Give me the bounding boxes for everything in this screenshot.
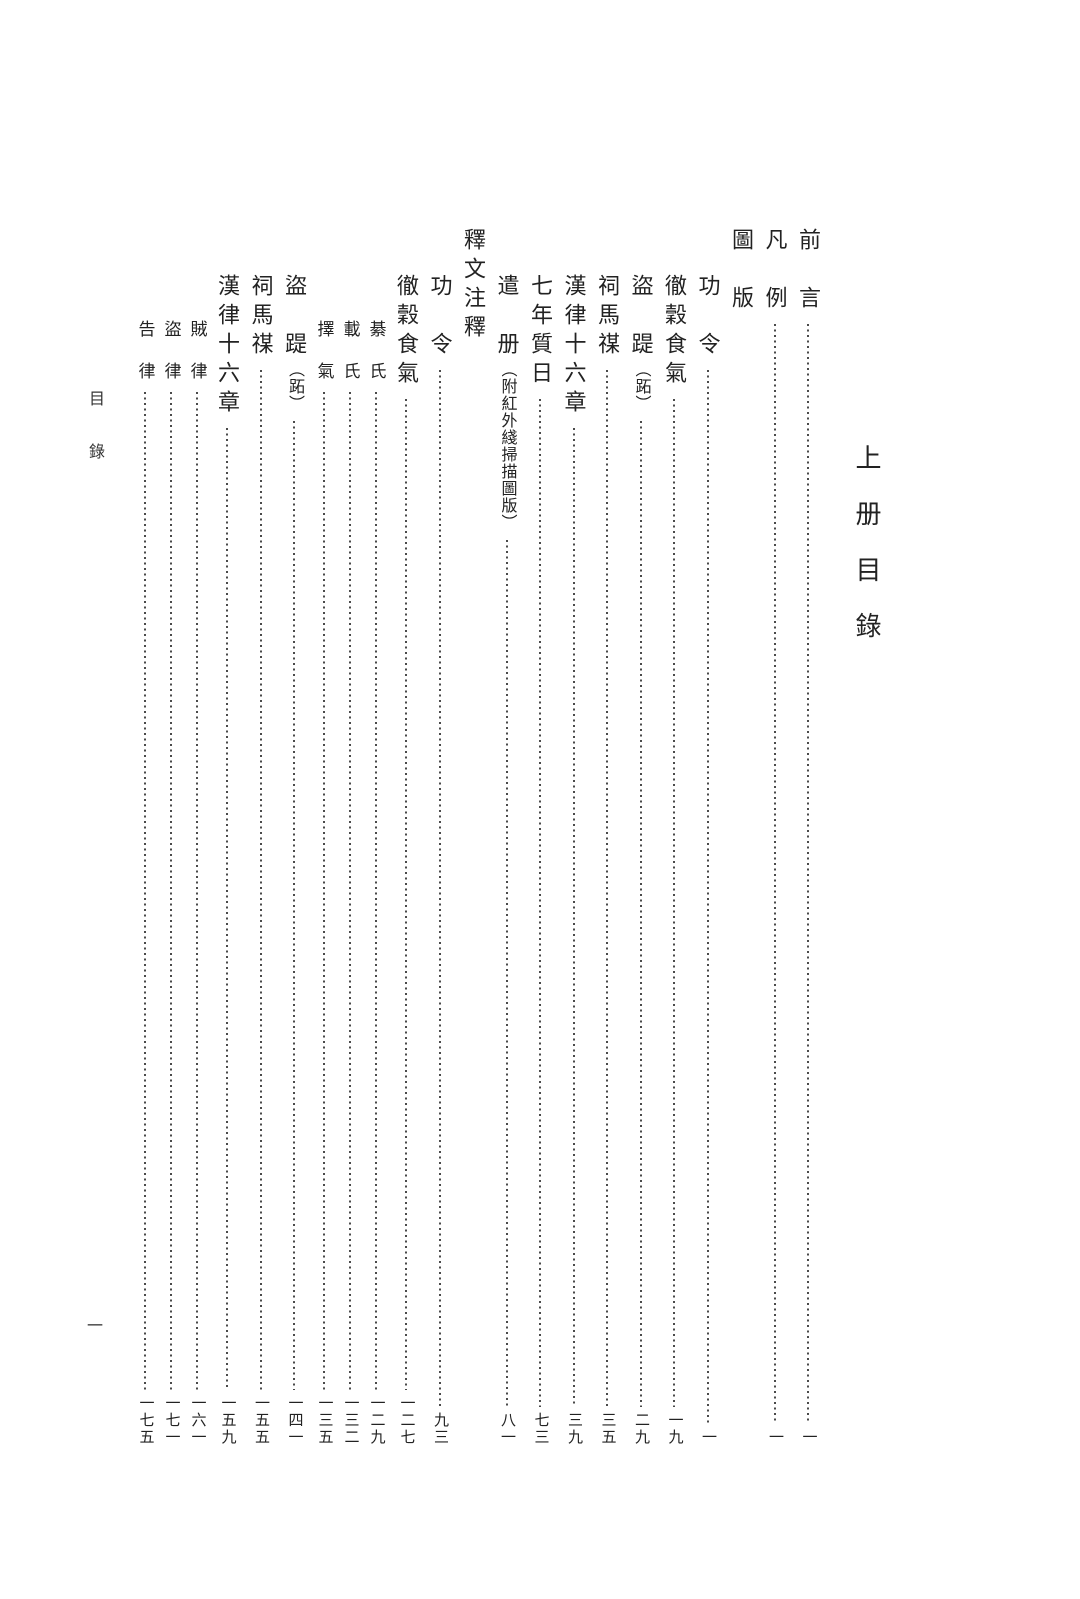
folio-page-number: 一 — [87, 1318, 104, 1335]
toc-entry: 擇 氣一三五 — [308, 320, 340, 1446]
dotted-leader — [706, 370, 709, 1424]
toc-entry: 前 言一 — [792, 228, 824, 1446]
toc-entry: 凡 例一 — [759, 228, 791, 1446]
toc-entry-title: 擇 氣 — [314, 320, 334, 383]
toc-entry-annotation: （附紅外綫掃描圖版） — [498, 361, 516, 531]
dotted-leader — [539, 399, 541, 1407]
volume-title: 上 册 目 錄 — [852, 444, 881, 640]
dotted-leader — [323, 392, 325, 1390]
toc-entry-page: 一 — [800, 1429, 817, 1446]
toc-entry-page: 一 — [700, 1429, 716, 1446]
toc-entry-page: 一 — [767, 1429, 783, 1446]
dotted-leader — [639, 421, 642, 1407]
toc-entry-title: 告 律 — [135, 320, 155, 383]
dotted-leader — [196, 392, 198, 1390]
toc-entry-page: 一七一 — [163, 1395, 180, 1446]
toc-entry-title: 徹穀食氣 — [394, 274, 419, 390]
dotted-leader — [505, 540, 508, 1407]
dotted-leader — [375, 392, 377, 1390]
toc-entry-page: 一七五 — [137, 1395, 154, 1446]
toc-entry-title: 功 令 — [695, 274, 721, 361]
toc-entry: 功 令一 — [692, 274, 724, 1446]
toc-entry-title: 遣 册（附紅外綫掃描圖版） — [494, 274, 520, 531]
toc-entry: 載 氏一三二 — [334, 320, 366, 1446]
dotted-leader — [807, 324, 809, 1424]
dotted-leader — [438, 370, 441, 1407]
toc-entry-page: 三九 — [566, 1412, 582, 1446]
toc-entry-title: 載 氏 — [340, 320, 360, 383]
dotted-leader — [405, 399, 407, 1390]
toc-entry-page: 七三 — [532, 1412, 549, 1446]
toc-entry: 遣 册（附紅外綫掃描圖版） 八一 — [491, 274, 523, 1446]
toc-entry-title: 漢律十六章 — [215, 274, 240, 419]
toc-entry-title: 盜 踶（跖） — [628, 274, 654, 412]
toc-entry-annotation: （跖） — [632, 361, 650, 412]
toc-entry: 功 令九三 — [424, 274, 456, 1446]
toc-entry: 告 律一七五 — [129, 320, 161, 1446]
toc-entry-annotation: （跖） — [286, 361, 303, 412]
margin-label: 目錄 — [86, 390, 103, 496]
toc-entry-title: 盜 律 — [161, 320, 181, 383]
toc-entry-page: 二九 — [633, 1412, 649, 1446]
toc-entry-title: 凡 例 — [762, 228, 788, 315]
toc-entry-title: 圖 版 — [729, 228, 754, 315]
toc-entry-title: 前 言 — [796, 228, 821, 315]
toc-entry: 賊 律一六一 — [181, 320, 213, 1446]
toc-entry: 盜 踶（跖） 一四一 — [278, 274, 310, 1446]
toc-entry-page: 一二九 — [368, 1395, 385, 1446]
toc-entry: 七年質日 七三 — [524, 274, 556, 1446]
dotted-leader — [349, 392, 351, 1390]
dotted-leader — [170, 392, 172, 1390]
toc-entry-title: 綦 氏 — [366, 320, 386, 383]
toc-entry-title: 賊 律 — [187, 320, 207, 383]
toc-entry: 漢律十六章 三九 — [558, 274, 590, 1446]
dotted-leader — [673, 399, 675, 1407]
toc-entry-title: 徹穀食氣 — [662, 274, 687, 390]
dotted-leader — [572, 428, 575, 1407]
toc-entry-page: 一五九 — [219, 1395, 236, 1446]
toc-entry-page: 一九 — [666, 1412, 683, 1446]
toc-section-header: 釋文注釋 — [457, 228, 489, 344]
toc-entry: 盜 踶（跖） 二九 — [625, 274, 657, 1446]
toc-entry-title: 釋文注釋 — [461, 228, 486, 344]
dotted-leader — [293, 421, 295, 1390]
toc-entry-page: 一四一 — [286, 1395, 303, 1446]
toc-entry-title: 功 令 — [427, 274, 453, 361]
toc-entry-page: 一六一 — [189, 1395, 206, 1446]
dotted-leader — [606, 370, 608, 1407]
dotted-leader — [773, 324, 776, 1424]
toc-entry-title: 漢律十六章 — [561, 274, 587, 419]
toc-entry: 徹穀食氣 一九 — [658, 274, 690, 1446]
toc-entry-page: 一二七 — [398, 1395, 415, 1446]
toc-entry-page: 一五五 — [253, 1395, 269, 1446]
dotted-leader — [144, 392, 146, 1390]
toc-entry: 徹穀食氣 一二七 — [390, 274, 422, 1446]
dotted-leader — [226, 428, 228, 1390]
toc-entry-page: 三五 — [599, 1412, 616, 1446]
toc-entry-title: 盜 踶（跖） — [282, 274, 307, 412]
dotted-leader — [259, 370, 262, 1390]
toc-entry: 盜 律一七一 — [155, 320, 187, 1446]
toc-entry-page: 一三二 — [342, 1395, 359, 1446]
toc-section-header: 圖 版 — [725, 228, 757, 315]
toc-entry: 綦 氏一二九 — [360, 320, 392, 1446]
toc-entry: 祠馬禖 三五 — [591, 274, 623, 1446]
toc-entry: 祠馬禖 一五五 — [245, 274, 277, 1446]
toc-entry-title: 祠馬禖 — [595, 274, 620, 361]
toc-entry-page: 一三五 — [316, 1395, 333, 1446]
toc-entry-page: 九三 — [432, 1412, 448, 1446]
toc-entry-page: 八一 — [499, 1412, 515, 1446]
toc-entry-title: 七年質日 — [528, 274, 553, 390]
toc-entry-title: 祠馬禖 — [248, 274, 274, 361]
toc-entry: 漢律十六章 一五九 — [211, 274, 243, 1446]
